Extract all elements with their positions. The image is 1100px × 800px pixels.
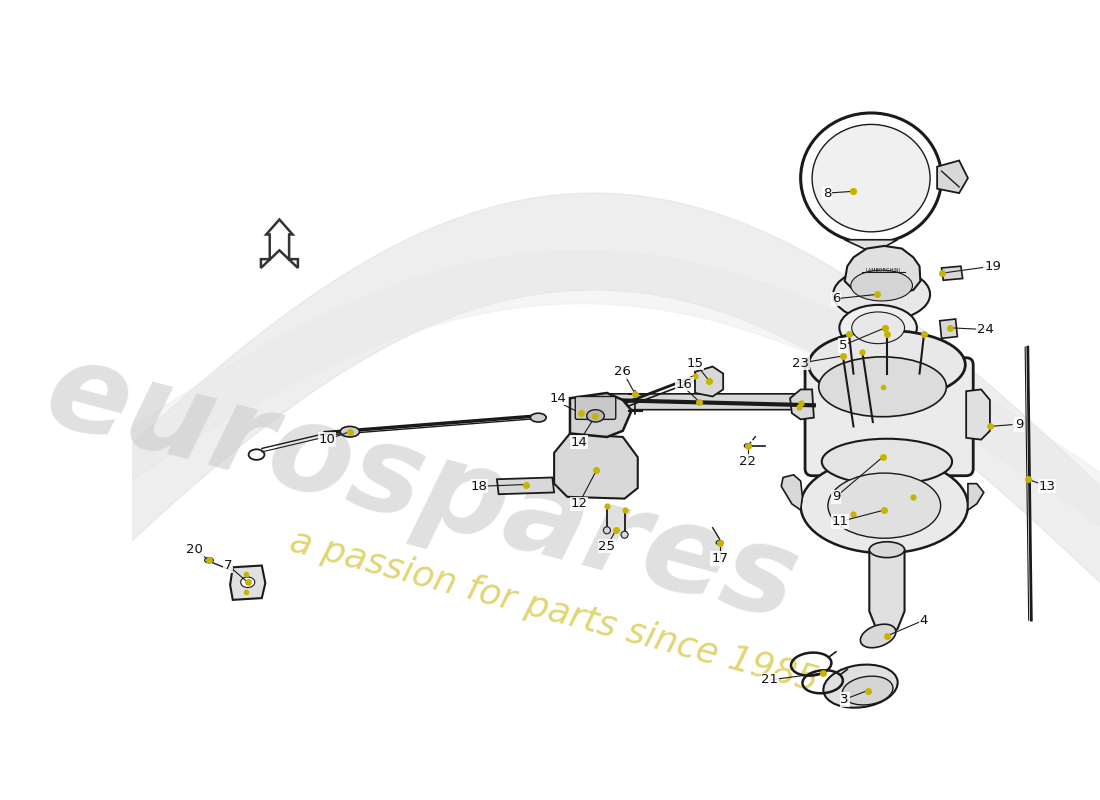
Circle shape bbox=[621, 531, 628, 538]
FancyBboxPatch shape bbox=[805, 358, 974, 476]
Ellipse shape bbox=[818, 357, 946, 417]
Text: 9: 9 bbox=[832, 490, 840, 503]
Polygon shape bbox=[869, 550, 904, 636]
Polygon shape bbox=[845, 240, 898, 250]
Ellipse shape bbox=[586, 410, 604, 422]
Text: 16: 16 bbox=[676, 378, 693, 390]
Ellipse shape bbox=[843, 676, 893, 705]
Text: a passion for parts since 1985: a passion for parts since 1985 bbox=[286, 524, 822, 698]
Text: 14: 14 bbox=[549, 392, 566, 405]
Ellipse shape bbox=[340, 426, 360, 437]
Text: 17: 17 bbox=[711, 552, 728, 565]
Text: LAMBORGHINI: LAMBORGHINI bbox=[866, 268, 901, 273]
Polygon shape bbox=[695, 366, 723, 397]
Text: 8: 8 bbox=[823, 186, 832, 199]
FancyBboxPatch shape bbox=[575, 397, 616, 419]
Text: 22: 22 bbox=[739, 455, 757, 468]
Ellipse shape bbox=[833, 268, 931, 321]
Text: 15: 15 bbox=[686, 357, 704, 370]
Polygon shape bbox=[554, 434, 638, 498]
Polygon shape bbox=[570, 393, 631, 437]
Text: 18: 18 bbox=[471, 480, 487, 493]
FancyBboxPatch shape bbox=[604, 394, 812, 410]
Ellipse shape bbox=[205, 558, 213, 563]
Text: 20: 20 bbox=[187, 543, 204, 556]
Text: 4: 4 bbox=[920, 614, 928, 626]
Text: 3: 3 bbox=[840, 693, 849, 706]
Ellipse shape bbox=[716, 541, 723, 545]
Text: 14: 14 bbox=[570, 436, 587, 449]
Polygon shape bbox=[968, 484, 983, 510]
Ellipse shape bbox=[801, 458, 968, 553]
Polygon shape bbox=[497, 478, 554, 494]
Ellipse shape bbox=[839, 305, 917, 350]
Text: 19: 19 bbox=[984, 260, 1001, 273]
Polygon shape bbox=[845, 246, 921, 294]
Text: 24: 24 bbox=[977, 323, 994, 336]
Polygon shape bbox=[939, 319, 957, 338]
Ellipse shape bbox=[808, 330, 966, 399]
Ellipse shape bbox=[241, 577, 255, 587]
Text: 25: 25 bbox=[598, 540, 615, 553]
Text: 6: 6 bbox=[832, 292, 840, 306]
Text: 9: 9 bbox=[1015, 418, 1023, 431]
Text: 7: 7 bbox=[224, 559, 232, 572]
Text: 10: 10 bbox=[319, 433, 336, 446]
Text: 26: 26 bbox=[615, 366, 631, 378]
Ellipse shape bbox=[822, 438, 953, 485]
Text: 13: 13 bbox=[1038, 480, 1056, 493]
Ellipse shape bbox=[851, 312, 904, 344]
Ellipse shape bbox=[850, 270, 913, 301]
Ellipse shape bbox=[530, 414, 547, 422]
Polygon shape bbox=[230, 566, 265, 600]
Circle shape bbox=[604, 526, 611, 534]
Text: 11: 11 bbox=[832, 515, 849, 528]
Ellipse shape bbox=[812, 125, 931, 232]
Ellipse shape bbox=[869, 542, 904, 558]
Ellipse shape bbox=[823, 665, 898, 708]
Polygon shape bbox=[781, 475, 802, 510]
Polygon shape bbox=[937, 161, 968, 193]
Text: 21: 21 bbox=[761, 674, 779, 686]
Text: 5: 5 bbox=[838, 339, 847, 352]
Polygon shape bbox=[966, 390, 990, 440]
Text: 12: 12 bbox=[570, 498, 587, 510]
Text: eurospares: eurospares bbox=[34, 331, 811, 645]
Ellipse shape bbox=[828, 473, 940, 538]
Polygon shape bbox=[942, 266, 962, 280]
Polygon shape bbox=[790, 390, 814, 419]
Text: 23: 23 bbox=[792, 357, 810, 370]
Ellipse shape bbox=[801, 113, 942, 243]
Ellipse shape bbox=[860, 624, 895, 648]
Ellipse shape bbox=[745, 443, 751, 448]
Polygon shape bbox=[261, 219, 298, 268]
